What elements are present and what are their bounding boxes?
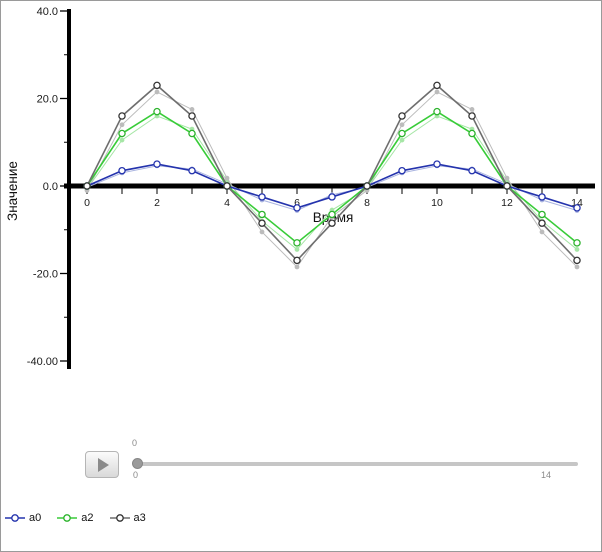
series-a3-marker xyxy=(468,112,476,120)
series-a2-marker xyxy=(573,239,581,247)
legend-item-a0[interactable]: a0 xyxy=(4,512,41,524)
ghost-series-marker-a2-trail xyxy=(119,137,125,143)
ghost-series-marker-a2-trail xyxy=(399,137,405,143)
series-a2-marker xyxy=(118,129,126,138)
ghost-series-marker-a2-trail xyxy=(574,247,580,252)
legend-label-a2: a2 xyxy=(81,512,94,524)
series-a0-marker xyxy=(328,193,336,201)
series-a0-marker xyxy=(433,160,441,168)
y-tick-label: -40.00 xyxy=(27,356,58,368)
x-tick-label: 8 xyxy=(364,197,370,209)
series-a2-marker xyxy=(258,210,266,219)
ghost-series-marker-a2-trail xyxy=(294,247,300,252)
series-a2-marker xyxy=(293,239,301,247)
x-tick-label: 12 xyxy=(501,197,513,209)
series-a2-marker xyxy=(398,129,406,138)
time-slider-thumb[interactable] xyxy=(132,458,143,469)
series-a3-marker xyxy=(118,112,126,120)
series-a0-marker xyxy=(398,166,406,175)
x-tick-label: 2 xyxy=(154,197,160,209)
ghost-series-marker-a3-trail xyxy=(189,107,195,112)
y-tick-label: 0.0 xyxy=(43,181,58,193)
ghost-series-marker-a3-trail xyxy=(259,229,265,235)
series-a3-marker xyxy=(398,112,406,120)
series-a0-marker xyxy=(258,193,266,201)
series-a3-marker xyxy=(363,182,371,190)
series-a2-marker xyxy=(153,107,161,116)
legend-item-a2[interactable]: a2 xyxy=(56,512,94,524)
series-a2-marker xyxy=(538,210,546,219)
ghost-series-marker-a3-trail xyxy=(539,229,545,235)
series-a3-marker xyxy=(328,219,336,227)
x-tick-label: 10 xyxy=(431,197,443,209)
y-tick-label: 20.0 xyxy=(37,94,58,106)
slider-value-label: 0 xyxy=(132,438,138,448)
series-a3-marker xyxy=(503,182,511,190)
series-a3-marker xyxy=(153,81,161,90)
ghost-series-marker-a3-trail xyxy=(154,89,160,95)
series-a3-marker xyxy=(83,182,91,190)
legend-swatch-a2 xyxy=(57,514,78,522)
legend-swatch-a0 xyxy=(5,514,25,522)
series-a0-marker xyxy=(468,166,476,175)
time-slider-track[interactable] xyxy=(136,462,578,466)
series-a3-marker xyxy=(573,256,581,265)
series-a3-marker xyxy=(433,81,441,90)
series-a3-marker xyxy=(223,182,231,190)
series-a2-marker xyxy=(433,107,441,116)
play-icon xyxy=(98,457,109,472)
series-a3-marker xyxy=(293,256,301,265)
legend: a0 a2 a3 xyxy=(4,512,146,524)
series-a2-marker xyxy=(468,129,476,138)
x-tick-label: 6 xyxy=(294,197,300,209)
ghost-series-marker-a3-trail xyxy=(399,122,405,128)
x-tick-label: 4 xyxy=(224,197,230,209)
series-a2-marker xyxy=(328,210,336,219)
series-a0-marker xyxy=(188,166,196,175)
legend-label-a0: a0 xyxy=(29,512,42,524)
series-a3-marker xyxy=(258,219,266,227)
ghost-series-marker-a3-trail xyxy=(504,175,510,181)
x-tick-label: 0 xyxy=(84,197,90,209)
y-tick-label: -20.0 xyxy=(33,269,58,281)
slider-max-label: 14 xyxy=(541,470,552,480)
x-tick-label: 14 xyxy=(571,197,583,209)
y-tick-label: 40.0 xyxy=(37,6,58,18)
series-a0-marker xyxy=(538,193,546,201)
legend-swatch-a3 xyxy=(109,514,130,522)
series-a3-marker xyxy=(538,219,546,227)
series-a0-marker xyxy=(573,204,581,212)
ghost-series-marker-a3-trail xyxy=(119,122,125,128)
legend-label-a3: a3 xyxy=(133,512,146,524)
chart: 40.020.00.0-20.0-40.0002468101214ВремяЗн… xyxy=(5,6,595,369)
play-button[interactable] xyxy=(85,451,119,478)
series-a3-marker xyxy=(188,112,196,120)
ghost-series-marker-a3-trail xyxy=(224,175,230,181)
series-a2-marker xyxy=(188,129,196,138)
legend-item-a3[interactable]: a3 xyxy=(109,512,146,524)
slider-min-label: 0 xyxy=(133,470,139,480)
series-a0-marker xyxy=(293,204,301,212)
ghost-series-marker-a3-trail xyxy=(469,107,475,112)
series-a0-marker xyxy=(118,166,126,175)
animation-controls: 0 0 14 xyxy=(1,438,601,492)
ghost-series-marker-a3-trail xyxy=(434,89,440,95)
series-a0-marker xyxy=(153,160,161,168)
ghost-series-marker-a3-trail xyxy=(294,264,300,270)
y-axis-title: Значение xyxy=(5,161,20,221)
ghost-series-marker-a3-trail xyxy=(574,264,580,270)
